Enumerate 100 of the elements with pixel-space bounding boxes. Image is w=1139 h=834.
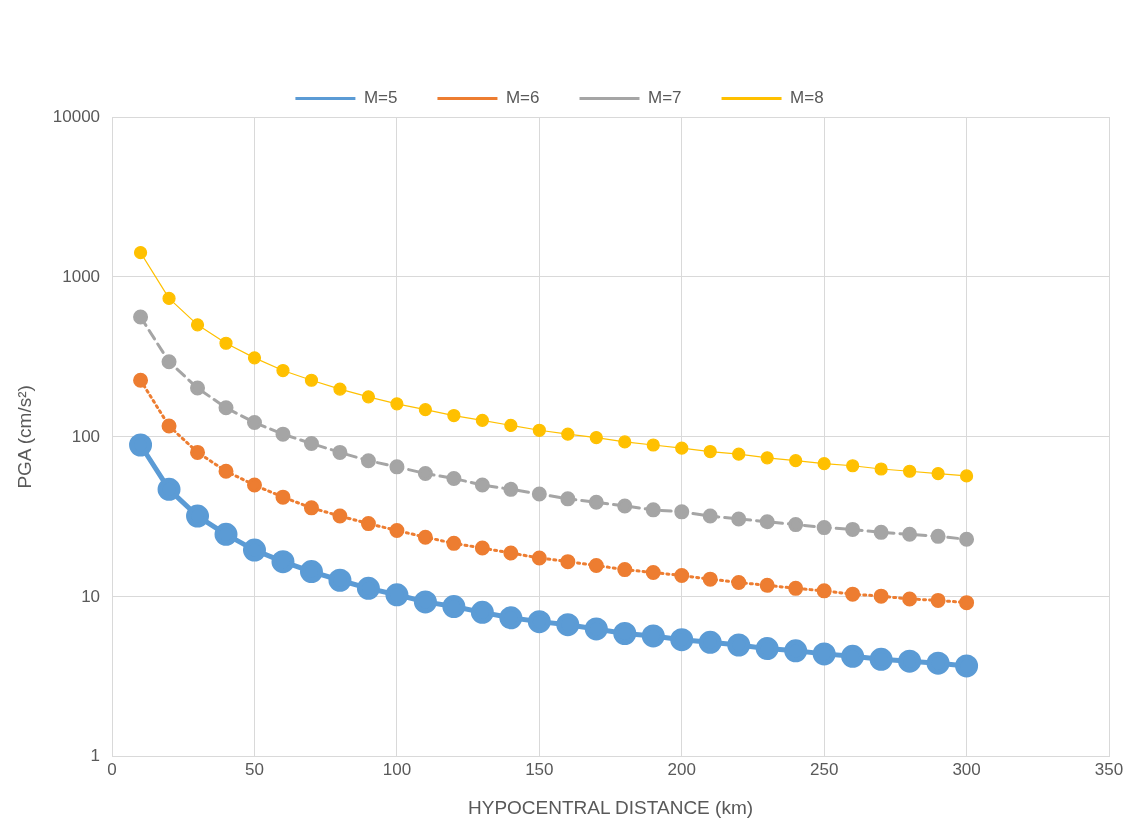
point — [385, 583, 409, 607]
y-tick-label: 1 — [90, 746, 101, 766]
y-tick-label: 1000 — [62, 266, 101, 286]
point — [755, 637, 779, 661]
point — [846, 459, 860, 473]
legend-label: M=7 — [648, 88, 682, 108]
point — [504, 418, 518, 432]
x-tick-label: 100 — [382, 759, 412, 779]
point — [219, 336, 233, 350]
point — [186, 504, 210, 528]
point — [332, 444, 348, 460]
point — [641, 624, 665, 648]
point — [816, 520, 832, 536]
point — [702, 571, 718, 587]
point — [161, 354, 177, 370]
point — [788, 517, 804, 533]
point — [760, 451, 774, 465]
point — [732, 447, 746, 461]
point — [926, 651, 950, 675]
point — [874, 462, 888, 476]
point — [276, 363, 290, 378]
y-tick-label: 10000 — [52, 106, 101, 126]
legend-label: M=8 — [790, 88, 824, 108]
point — [589, 431, 603, 445]
point — [731, 574, 747, 590]
point — [361, 390, 376, 404]
point — [788, 580, 804, 596]
point — [417, 529, 433, 545]
x-tick-label: 350 — [1094, 759, 1124, 779]
y-tick-label: 100 — [71, 426, 101, 446]
point — [561, 427, 575, 441]
point — [645, 564, 661, 580]
point — [299, 560, 323, 584]
point — [417, 466, 433, 482]
point — [474, 477, 490, 493]
point — [390, 397, 404, 411]
point — [214, 522, 238, 546]
point — [303, 500, 319, 516]
point — [475, 413, 489, 427]
point — [959, 595, 975, 611]
point — [133, 372, 149, 388]
point — [129, 433, 153, 457]
point — [670, 628, 694, 652]
point — [903, 464, 917, 478]
point — [955, 654, 979, 678]
x-tick-label: 200 — [667, 759, 696, 779]
point — [789, 454, 803, 468]
point — [698, 630, 722, 654]
point — [817, 457, 831, 471]
point — [816, 583, 832, 599]
point — [759, 577, 775, 593]
point — [503, 545, 519, 561]
point — [474, 540, 490, 556]
point — [617, 498, 633, 514]
x-tick-label: 0 — [107, 759, 117, 779]
point — [556, 613, 580, 637]
point — [190, 444, 206, 460]
legend-label: M=6 — [505, 88, 540, 108]
point — [613, 622, 637, 645]
point — [560, 554, 576, 570]
point — [162, 291, 176, 306]
point — [332, 508, 348, 524]
y-axis-title: PGA (cm/s²) — [13, 385, 35, 489]
point — [674, 504, 690, 520]
point — [898, 649, 922, 673]
point — [527, 610, 551, 634]
point — [531, 550, 547, 566]
point — [356, 576, 380, 600]
point — [560, 491, 576, 507]
point — [446, 535, 462, 551]
point — [869, 647, 893, 671]
point — [959, 531, 975, 547]
legend-label: M=5 — [363, 88, 398, 108]
x-tick-label: 50 — [245, 759, 264, 779]
point — [446, 470, 462, 486]
point — [930, 592, 946, 608]
point — [703, 444, 717, 459]
point — [360, 453, 376, 469]
point — [812, 642, 836, 666]
point — [931, 466, 945, 481]
point — [674, 567, 690, 583]
point — [242, 538, 266, 562]
point — [584, 617, 608, 641]
point — [190, 318, 205, 332]
point — [389, 522, 405, 538]
point — [246, 415, 262, 431]
point — [618, 435, 632, 449]
point — [784, 639, 808, 663]
point — [157, 477, 181, 501]
point — [503, 481, 519, 497]
point — [470, 600, 494, 624]
point — [532, 423, 546, 437]
point — [333, 382, 347, 396]
point — [959, 469, 974, 483]
point — [588, 558, 604, 574]
point — [930, 528, 946, 544]
x-tick-label: 300 — [952, 759, 981, 779]
point — [845, 586, 861, 602]
point — [873, 524, 889, 540]
point — [275, 426, 291, 442]
